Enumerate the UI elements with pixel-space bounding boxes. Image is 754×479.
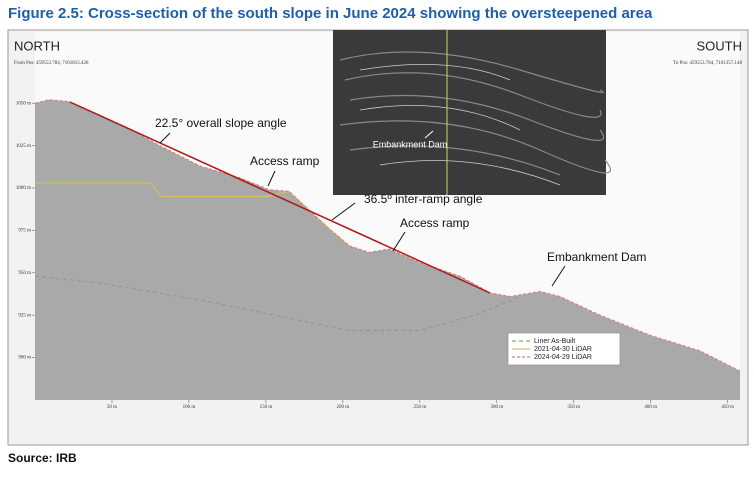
annotation-arrow [331, 202, 356, 221]
inset-bg [333, 30, 606, 195]
y-tick-label: 900 m [18, 356, 31, 361]
figure-title: Figure 2.5: Cross-section of the south s… [8, 5, 653, 22]
legend-label: 2024-04-29 LiDAR [534, 354, 592, 361]
inset-label: Embankment Dam [373, 139, 448, 149]
inset-terraces [339, 51, 611, 176]
x-tick-label: 350 m [567, 405, 580, 410]
annotations: 22.5° overall slope angle Access ramp 36… [155, 116, 646, 287]
north-label: NORTH [14, 38, 60, 53]
x-tick-label: 250 m [414, 405, 427, 410]
x-tick-label: 200 m [337, 405, 350, 410]
annotation: Access ramp [250, 154, 320, 168]
series-line [34, 275, 521, 332]
y-tick-label: 1050 m [16, 101, 31, 106]
legend-label: 2021-04-30 LiDAR [534, 346, 592, 353]
slope-line [69, 101, 491, 294]
south-label: SOUTH [697, 38, 743, 53]
x-tick-label: 300 m [490, 405, 503, 410]
y-tick-label: 975 m [18, 229, 31, 234]
inset-arrow [424, 130, 434, 139]
annotation-arrow [267, 170, 276, 187]
annotation: Access ramp [400, 216, 470, 230]
annotation-arrow [551, 265, 566, 287]
x-tick-label: 400 m [644, 405, 657, 410]
from-pos: From Pos: 459553.784, 7101815.428 [14, 61, 89, 66]
annotation: 36.5º inter-ramp angle [364, 192, 483, 206]
inset-photo: Embankment Dam [333, 30, 611, 195]
y-tick-label: 950 m [18, 271, 31, 276]
y-tick-label: 1025 m [16, 144, 31, 149]
source: Source: IRB [8, 451, 77, 465]
x-tick-label: 150 m [260, 405, 273, 410]
annotation-arrow [392, 231, 406, 252]
to-pos: To Pos: 459553.784, 7101357.148 [673, 61, 742, 66]
surface-fill [35, 99, 740, 400]
y-tick-label: 925 m [18, 313, 31, 318]
legend-label: Liner As-Built [534, 338, 575, 345]
x-tick-label: 450 m [721, 405, 734, 410]
x-tick-label: 100 m [183, 405, 196, 410]
annotation-arrow [159, 132, 171, 144]
series-line [35, 182, 350, 247]
annotation: 22.5° overall slope angle [155, 116, 287, 130]
annotation: Embankment Dam [547, 250, 646, 264]
inset-roads [359, 63, 561, 186]
x-tick-label: 50 m [107, 405, 117, 410]
y-tick-label: 1000 m [16, 186, 31, 191]
